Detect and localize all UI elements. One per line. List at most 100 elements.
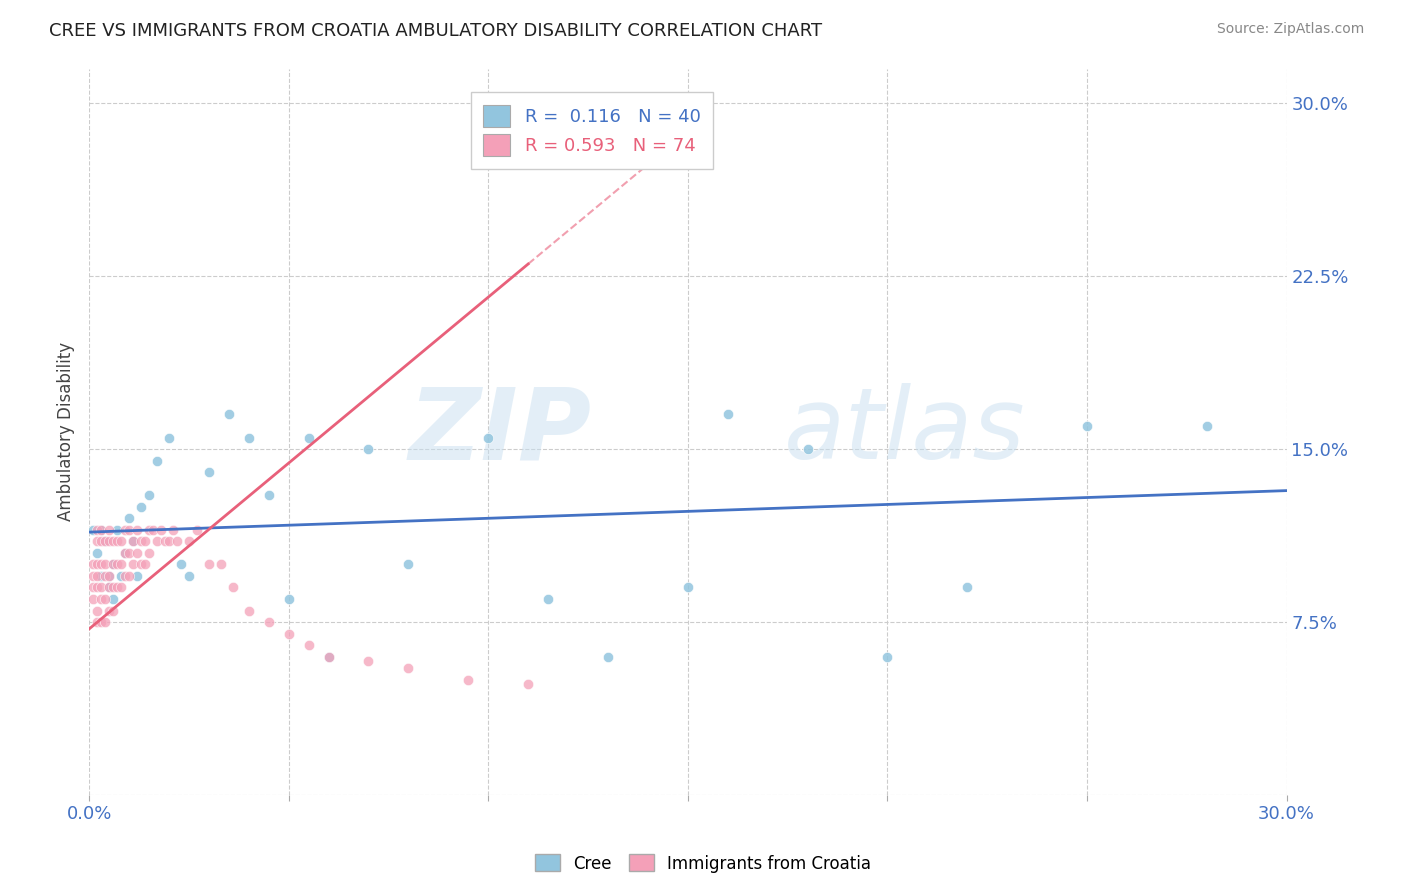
Point xyxy=(82,592,104,607)
Point xyxy=(149,523,172,537)
Point xyxy=(90,523,112,537)
Text: atlas: atlas xyxy=(783,384,1025,480)
Point xyxy=(90,592,112,607)
Point xyxy=(1076,419,1098,434)
Point xyxy=(596,649,619,664)
Point xyxy=(238,431,260,445)
Point xyxy=(134,558,156,572)
Point xyxy=(118,523,141,537)
Point xyxy=(162,523,184,537)
Point xyxy=(86,569,108,583)
Point xyxy=(90,615,112,629)
Point xyxy=(110,534,132,549)
Point xyxy=(170,558,193,572)
Point xyxy=(105,581,128,595)
Point xyxy=(277,592,299,607)
Point xyxy=(82,581,104,595)
Point xyxy=(357,654,380,668)
Point xyxy=(94,615,117,629)
Point xyxy=(101,534,124,549)
Point xyxy=(146,534,169,549)
Point xyxy=(357,442,380,456)
Text: ZIP: ZIP xyxy=(409,384,592,480)
Point xyxy=(297,638,319,652)
Point xyxy=(101,592,124,607)
Point xyxy=(94,534,117,549)
Point xyxy=(297,431,319,445)
Point xyxy=(134,534,156,549)
Point xyxy=(101,558,124,572)
Point xyxy=(101,581,124,595)
Point xyxy=(110,558,132,572)
Point xyxy=(318,649,340,664)
Point xyxy=(198,465,221,479)
Point xyxy=(82,523,104,537)
Point xyxy=(98,581,121,595)
Point xyxy=(125,569,148,583)
Point xyxy=(86,603,108,617)
Point xyxy=(105,558,128,572)
Point xyxy=(218,408,240,422)
Point xyxy=(177,569,200,583)
Point xyxy=(82,569,104,583)
Point xyxy=(796,442,818,456)
Point xyxy=(457,673,479,687)
Point xyxy=(94,534,117,549)
Point xyxy=(157,534,180,549)
Point xyxy=(129,558,152,572)
Point xyxy=(129,534,152,549)
Point xyxy=(98,523,121,537)
Point xyxy=(101,558,124,572)
Point xyxy=(94,569,117,583)
Point xyxy=(146,453,169,467)
Point xyxy=(477,431,499,445)
Point xyxy=(114,546,136,560)
Point xyxy=(676,581,699,595)
Point xyxy=(318,649,340,664)
Point xyxy=(125,546,148,560)
Point xyxy=(956,581,979,595)
Point xyxy=(86,546,108,560)
Legend: R =  0.116   N = 40, R = 0.593   N = 74: R = 0.116 N = 40, R = 0.593 N = 74 xyxy=(471,92,713,169)
Point xyxy=(138,488,160,502)
Point xyxy=(138,523,160,537)
Point xyxy=(98,569,121,583)
Point xyxy=(86,534,108,549)
Point xyxy=(396,558,419,572)
Text: Source: ZipAtlas.com: Source: ZipAtlas.com xyxy=(1216,22,1364,37)
Point xyxy=(90,581,112,595)
Point xyxy=(517,677,540,691)
Point xyxy=(86,615,108,629)
Point xyxy=(98,581,121,595)
Point xyxy=(277,626,299,640)
Point xyxy=(82,558,104,572)
Point xyxy=(86,581,108,595)
Point xyxy=(153,534,176,549)
Y-axis label: Ambulatory Disability: Ambulatory Disability xyxy=(58,343,75,521)
Point xyxy=(118,569,141,583)
Point xyxy=(86,523,108,537)
Point xyxy=(537,592,560,607)
Point xyxy=(142,523,165,537)
Point xyxy=(98,603,121,617)
Point xyxy=(118,546,141,560)
Point xyxy=(114,523,136,537)
Point xyxy=(105,534,128,549)
Point xyxy=(396,661,419,675)
Point xyxy=(114,546,136,560)
Point xyxy=(122,534,145,549)
Point xyxy=(90,569,112,583)
Point xyxy=(257,488,280,502)
Point xyxy=(98,569,121,583)
Point xyxy=(94,558,117,572)
Point xyxy=(186,523,208,537)
Legend: Cree, Immigrants from Croatia: Cree, Immigrants from Croatia xyxy=(529,847,877,880)
Point xyxy=(129,500,152,514)
Point xyxy=(90,534,112,549)
Point xyxy=(125,523,148,537)
Point xyxy=(138,546,160,560)
Point xyxy=(86,558,108,572)
Point xyxy=(118,511,141,525)
Point xyxy=(122,534,145,549)
Point xyxy=(122,558,145,572)
